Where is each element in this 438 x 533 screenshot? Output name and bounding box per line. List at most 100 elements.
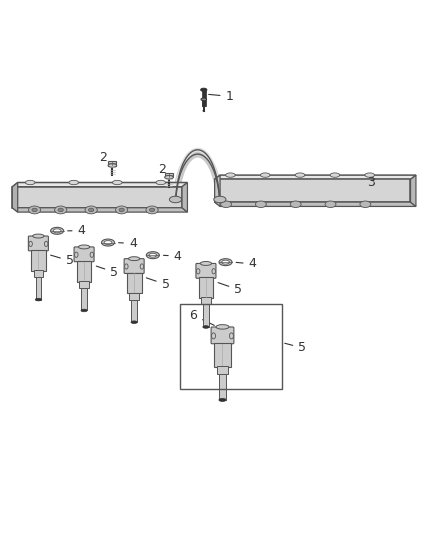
Ellipse shape [119,208,124,212]
Ellipse shape [196,269,200,274]
Polygon shape [410,175,416,206]
Polygon shape [12,187,182,208]
Ellipse shape [104,240,112,245]
Text: 3: 3 [367,176,375,189]
Bar [35,277,41,300]
Ellipse shape [201,98,207,101]
Ellipse shape [146,206,158,214]
Ellipse shape [128,257,140,261]
Ellipse shape [156,180,166,184]
FancyBboxPatch shape [211,327,234,344]
Polygon shape [12,182,187,187]
FancyBboxPatch shape [196,263,216,278]
Bar [201,297,211,304]
Ellipse shape [88,208,94,212]
Ellipse shape [29,241,32,246]
Ellipse shape [28,206,41,214]
Ellipse shape [149,253,157,257]
FancyBboxPatch shape [28,236,48,251]
Polygon shape [182,182,187,212]
Ellipse shape [125,264,128,269]
Text: 5: 5 [96,265,118,279]
Ellipse shape [325,201,336,207]
FancyBboxPatch shape [74,247,94,262]
FancyBboxPatch shape [124,259,144,273]
Ellipse shape [55,206,67,214]
Ellipse shape [219,399,226,401]
Text: 6: 6 [189,309,214,325]
Ellipse shape [90,252,94,257]
Ellipse shape [50,228,64,235]
Bar [109,161,116,166]
Ellipse shape [44,241,48,246]
Ellipse shape [32,208,37,212]
Ellipse shape [69,180,78,184]
Polygon shape [12,208,187,212]
Bar [198,277,213,298]
Bar [131,300,137,322]
Ellipse shape [140,264,144,269]
Text: 5: 5 [51,254,74,268]
Ellipse shape [221,201,232,207]
Bar [214,343,231,367]
Ellipse shape [165,175,173,179]
Bar [127,272,141,294]
Bar [81,288,87,310]
Ellipse shape [290,201,301,207]
Ellipse shape [170,196,182,203]
Text: 1: 1 [209,90,233,103]
Ellipse shape [146,252,159,259]
Text: 4: 4 [119,237,137,250]
Ellipse shape [219,259,232,265]
Ellipse shape [214,196,226,203]
Bar [34,270,43,277]
Text: 2: 2 [99,151,113,164]
Ellipse shape [330,173,339,177]
Polygon shape [215,175,220,206]
Ellipse shape [365,173,374,177]
Ellipse shape [108,164,117,167]
Ellipse shape [201,88,207,91]
Ellipse shape [131,321,137,324]
Ellipse shape [255,201,266,207]
Bar [219,374,226,400]
Bar [31,250,46,271]
Ellipse shape [230,333,233,339]
Text: 2: 2 [158,163,169,176]
Ellipse shape [360,201,371,207]
Ellipse shape [33,234,44,238]
Text: 4: 4 [236,257,257,270]
Ellipse shape [212,269,215,274]
Ellipse shape [261,173,270,177]
Ellipse shape [116,206,128,214]
Text: 4: 4 [68,224,85,237]
Bar [203,304,209,327]
Ellipse shape [35,298,42,301]
Ellipse shape [202,110,205,111]
Ellipse shape [113,180,122,184]
Ellipse shape [212,333,215,339]
Bar [217,366,228,374]
Ellipse shape [295,173,305,177]
Bar [165,173,173,177]
Ellipse shape [226,173,235,177]
Ellipse shape [78,245,90,249]
Ellipse shape [216,325,229,329]
Text: 4: 4 [163,249,182,263]
Bar [79,281,89,288]
Ellipse shape [25,180,35,184]
Ellipse shape [102,239,115,246]
Text: 5: 5 [146,278,170,291]
Ellipse shape [74,252,78,257]
Ellipse shape [203,326,209,328]
Text: 5: 5 [285,342,306,354]
Polygon shape [215,202,416,206]
Bar [202,90,205,107]
Polygon shape [215,180,410,202]
Text: 5: 5 [218,282,242,296]
Bar [180,304,282,389]
Ellipse shape [149,208,155,212]
Ellipse shape [58,208,64,212]
Bar [202,99,205,107]
Bar [129,293,139,300]
